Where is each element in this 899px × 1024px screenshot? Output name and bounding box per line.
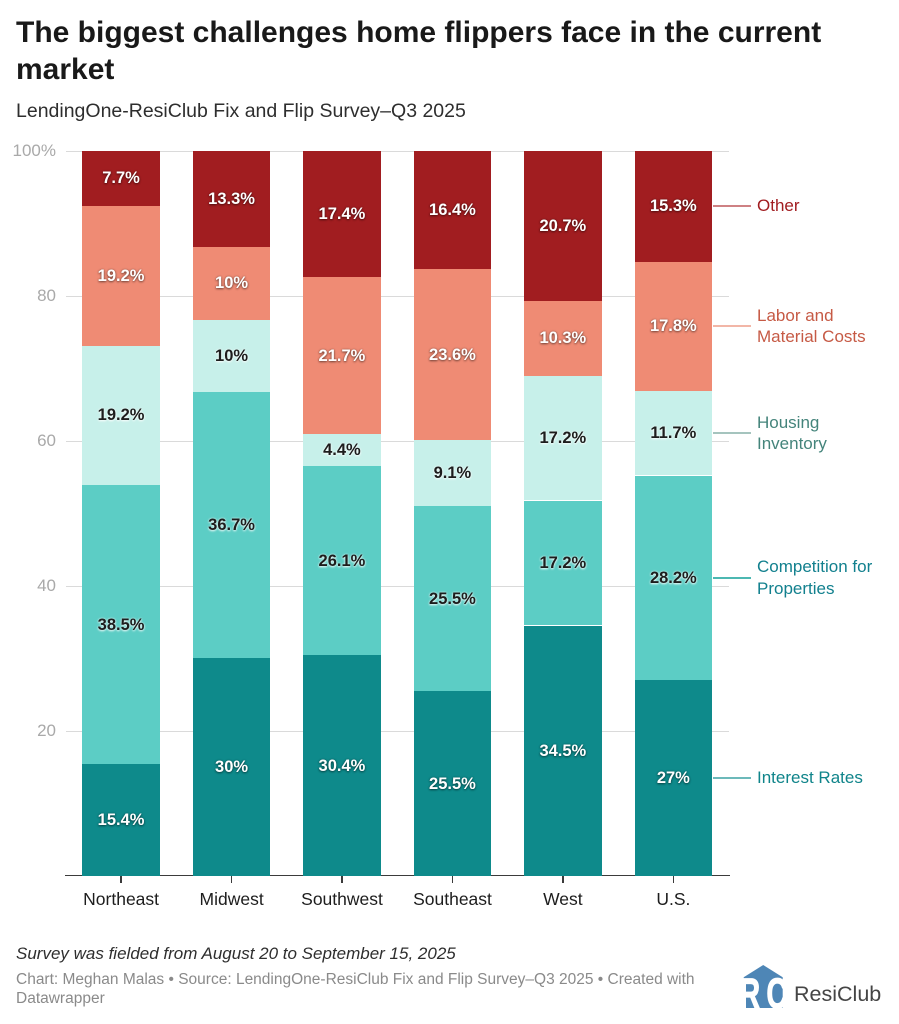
svg-text:C: C bbox=[766, 969, 786, 1009]
svg-text:R: R bbox=[741, 969, 760, 1009]
